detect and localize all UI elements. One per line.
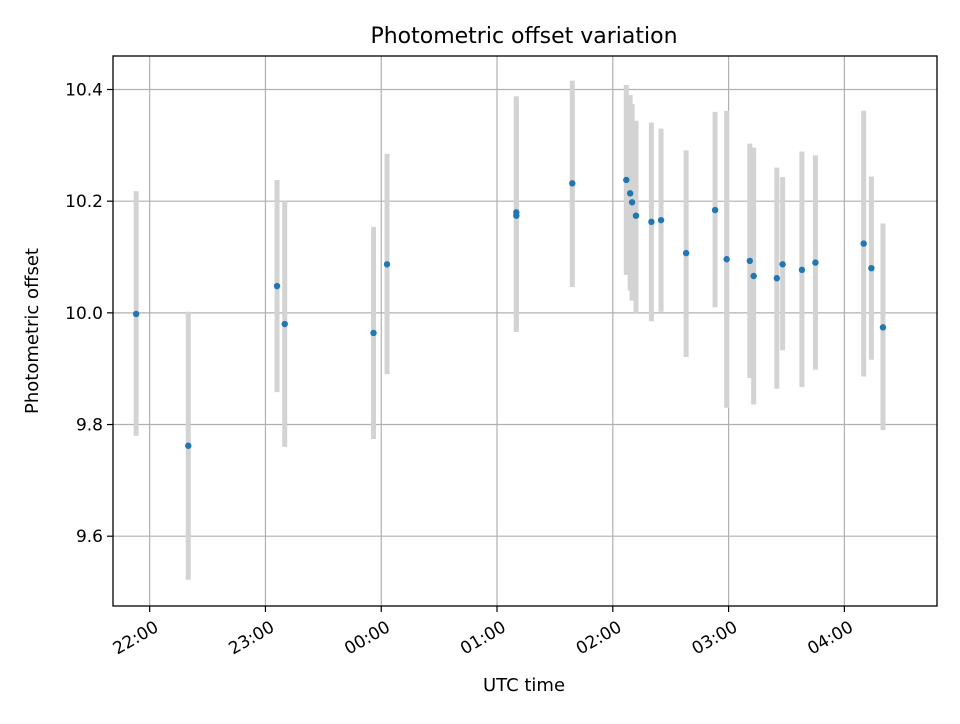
data-point: [812, 259, 819, 266]
data-point: [682, 249, 690, 257]
y-tick-label: 10.0: [65, 304, 103, 324]
x-tick-label: 22:00: [110, 617, 162, 659]
error-bars: [133, 80, 886, 580]
data-point: [746, 257, 754, 265]
data-point: [868, 264, 875, 272]
data-point: [626, 190, 634, 197]
data-point: [569, 180, 576, 187]
x-tick-label: 03:00: [689, 617, 741, 659]
data-point: [711, 206, 719, 214]
data-point: [632, 212, 640, 219]
y-tick-label: 10.4: [65, 81, 103, 101]
x-tick-label: 04:00: [804, 617, 856, 659]
data-point: [628, 199, 636, 206]
x-tick-label: 02:00: [573, 617, 625, 659]
data-point: [623, 176, 630, 184]
data-point: [779, 261, 786, 268]
data-point: [132, 310, 140, 318]
data-point: [723, 256, 730, 263]
data-point: [273, 282, 281, 290]
data-point: [383, 261, 391, 268]
data-point: [798, 266, 806, 274]
axes: 22:00 23:00 00:00 01:00 02:00 03:00 04:00 9.6 9.…: [65, 55, 938, 659]
x-axis-label: UTC time: [483, 675, 565, 696]
data-point: [281, 320, 288, 328]
data-point: [657, 216, 665, 224]
y-tick-label: 10.2: [65, 192, 103, 212]
plot-frame: [112, 55, 938, 607]
data-markers: [132, 176, 887, 449]
y-tick-label: 9.6: [76, 527, 103, 547]
y-axis-label: Photometric offset: [22, 248, 43, 414]
x-tick-label: 01:00: [457, 617, 509, 659]
data-point: [648, 218, 655, 226]
chart-title: Photometric offset variation: [370, 24, 677, 49]
x-tick-label: 00:00: [341, 617, 393, 659]
data-point: [879, 324, 887, 331]
data-point: [370, 329, 377, 337]
data-point: [860, 240, 867, 247]
x-tick-label: 23:00: [226, 617, 278, 659]
data-point: [750, 272, 757, 280]
data-point: [513, 212, 520, 219]
y-tick-label: 9.8: [76, 416, 103, 436]
data-point: [773, 275, 781, 282]
data-point: [185, 442, 192, 449]
